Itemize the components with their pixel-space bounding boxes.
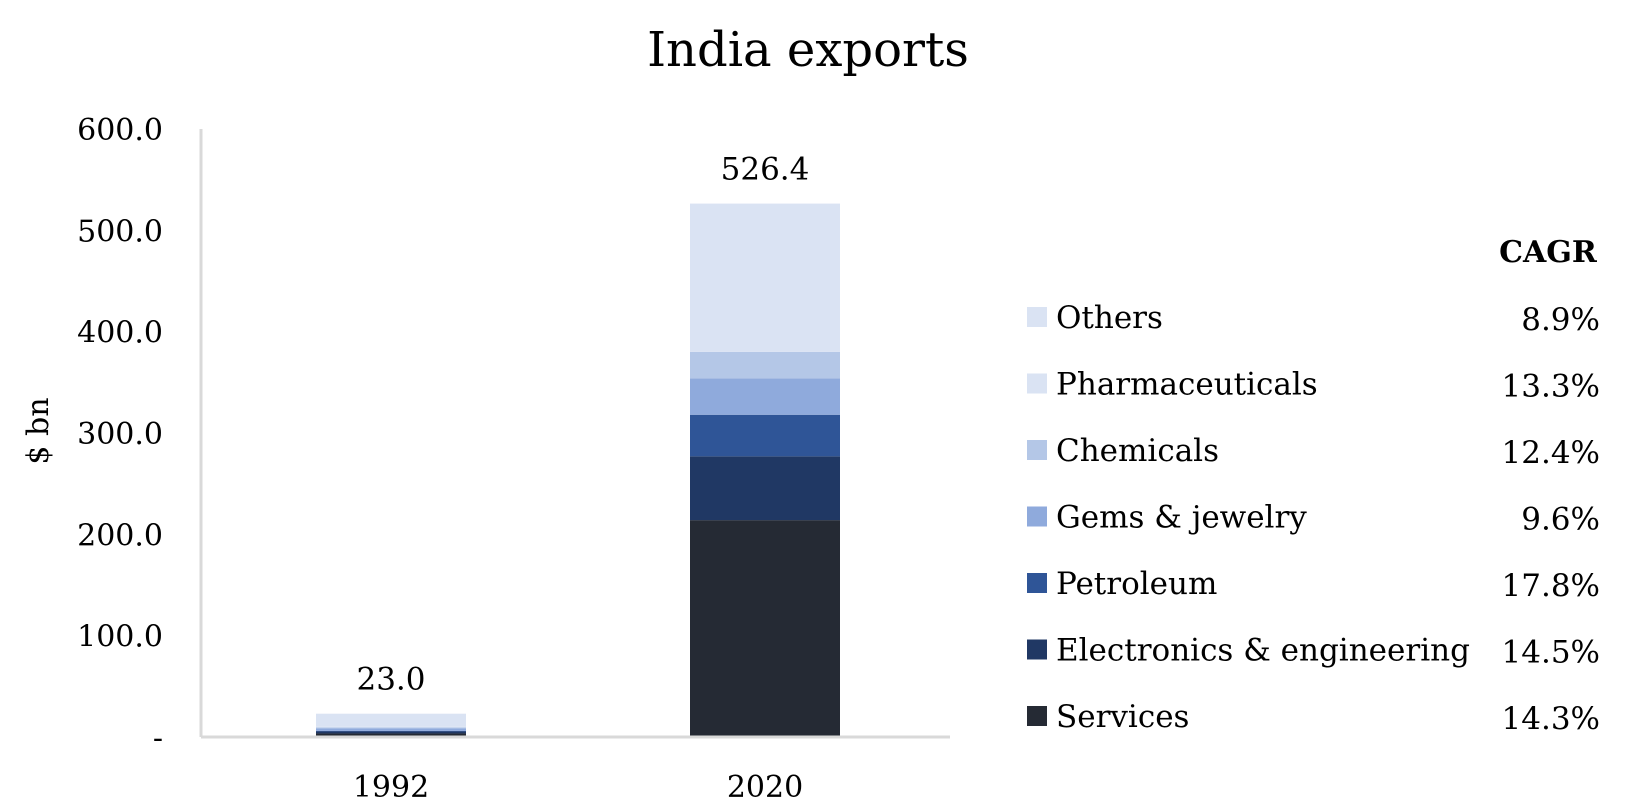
bars: [316, 203, 840, 737]
cagr-value: 12.4%: [1502, 435, 1600, 471]
bar-segment: [690, 378, 840, 415]
legend-swatch: [1027, 573, 1047, 593]
bar-segment: [690, 456, 840, 521]
legend-swatch: [1027, 706, 1047, 726]
cagr-value: 9.6%: [1521, 502, 1600, 538]
cagr-value: 8.9%: [1521, 302, 1600, 338]
legend-label: Pharmaceuticals: [1056, 367, 1318, 403]
y-tick-label: 400.0: [77, 316, 163, 351]
legend-label: Petroleum: [1056, 566, 1217, 602]
total-data-label: 526.4: [721, 152, 810, 188]
cagr-value: 14.5%: [1502, 635, 1600, 671]
bar-segment: [316, 733, 466, 737]
bar-segment: [690, 203, 840, 352]
bar-segment: [316, 730, 466, 732]
y-axis-label: $ bn: [21, 397, 56, 464]
legend-label: Electronics & engineering: [1056, 633, 1470, 669]
y-tick-label: -: [153, 721, 163, 756]
chart-title: India exports: [647, 22, 969, 78]
bar-segment: [316, 727, 466, 729]
legend-label: Services: [1056, 699, 1189, 735]
bar-segment: [316, 731, 466, 734]
bar-segment: [690, 520, 840, 737]
total-data-labels: 23.0 526.4: [356, 152, 809, 698]
legend-swatch: [1027, 373, 1047, 394]
cagr-header: CAGR: [1499, 235, 1598, 270]
x-axis-tick-labels: 1992 2020: [353, 770, 803, 805]
cagr-value: 14.3%: [1502, 701, 1600, 737]
y-tick-label: 100.0: [77, 620, 163, 655]
y-tick-label: 300.0: [77, 417, 163, 452]
y-tick-label: 600.0: [77, 113, 163, 148]
x-tick-label: 2020: [727, 770, 803, 805]
legend-label: Chemicals: [1056, 433, 1219, 469]
legend-label: Gems & jewelry: [1056, 500, 1307, 536]
legend-label: Others: [1056, 300, 1163, 336]
bar-segment: [316, 713, 466, 727]
legend-swatch: [1027, 639, 1047, 660]
legend-swatch: [1027, 307, 1047, 327]
total-data-label: 23.0: [356, 662, 425, 698]
y-tick-label: 200.0: [77, 518, 163, 553]
bar-segment: [690, 414, 840, 457]
y-tick-label: 500.0: [77, 214, 163, 249]
cagr-value: 17.8%: [1502, 568, 1600, 604]
bar-segment: [316, 728, 466, 731]
x-tick-label: 1992: [353, 770, 429, 805]
bar-segment: [690, 351, 840, 379]
y-axis-ticks: - 100.0 200.0 300.0 400.0 500.0 600.0: [77, 113, 163, 756]
legend: Others 8.9% Pharmaceuticals 13.3% Chemicals 1…: [1027, 300, 1600, 737]
bar-segment: [316, 726, 466, 728]
legend-swatch: [1027, 440, 1047, 460]
cagr-value: 13.3%: [1502, 369, 1600, 405]
legend-swatch: [1027, 506, 1047, 527]
